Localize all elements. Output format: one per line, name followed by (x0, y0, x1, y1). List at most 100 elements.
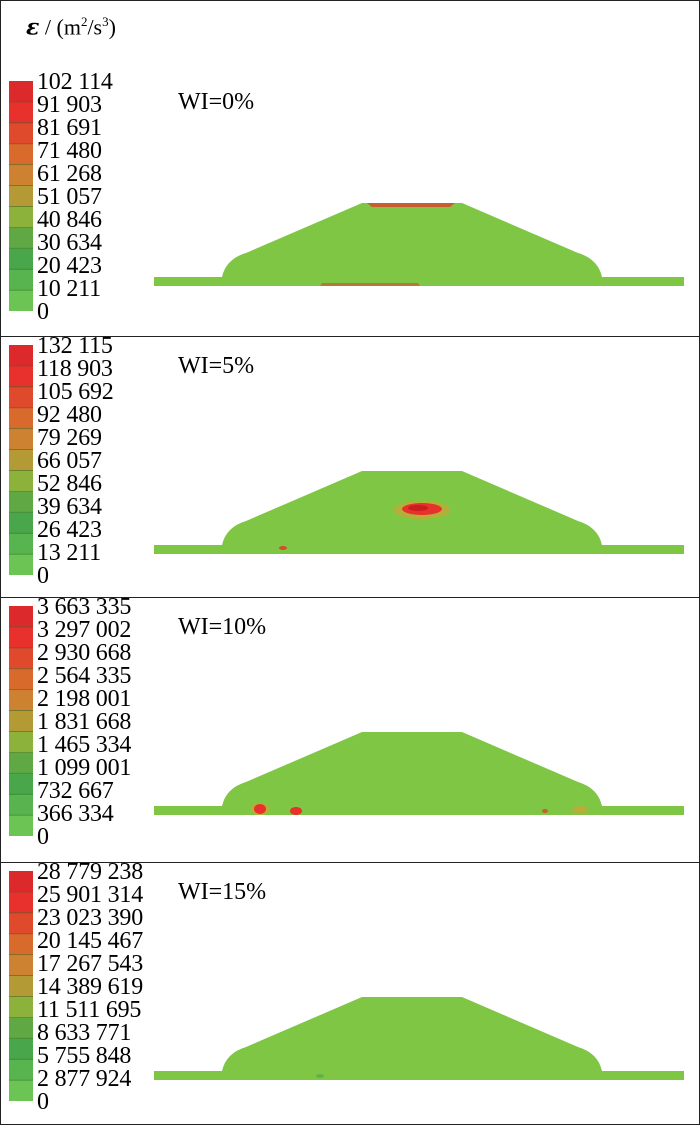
tick-label: 1 465 334 (37, 732, 132, 758)
dam-contour (154, 997, 684, 1080)
colorbar-segment (9, 731, 33, 753)
tick-label: 3 663 335 (37, 594, 132, 620)
colorbar-ticks: 3 663 335 3 297 002 2 930 668 2 564 335 … (37, 594, 132, 850)
colorbar-segment (9, 933, 33, 956)
colorbar-segment (9, 227, 33, 249)
colorbar-segment (9, 248, 33, 270)
panel-wi-5: 132 115 118 903 105 692 92 480 79 269 66… (0, 333, 700, 605)
colorbar-segment (9, 81, 33, 103)
tick-label: 71 480 (37, 138, 102, 164)
tick-label: 81 691 (37, 115, 102, 141)
tick-label: 66 057 (37, 448, 102, 474)
tick-label: 118 903 (37, 356, 113, 382)
wi-label: WI=5% (178, 353, 255, 379)
colorbar-segment (9, 554, 33, 575)
colorbar-segment (9, 954, 33, 977)
units-prefix: / (m (39, 14, 81, 40)
colorbar-segment (9, 206, 33, 228)
tick-label: 26 423 (37, 517, 102, 543)
tick-label: 132 115 (37, 333, 113, 359)
colorbar-segment (9, 407, 33, 430)
colorbar (9, 606, 33, 836)
tick-label: 20 423 (37, 253, 102, 279)
tick-label: 14 389 619 (37, 974, 144, 1000)
colorbar-segment (9, 815, 33, 836)
colorbar-segment (9, 1080, 33, 1101)
colorbar-segment (9, 470, 33, 492)
colorbar (9, 81, 33, 311)
tick-label: 11 511 695 (37, 997, 142, 1023)
colorbar-segment (9, 1017, 33, 1039)
dam-contour (154, 203, 684, 286)
units-exponent-3: 3 (102, 14, 109, 29)
colorbar-segment (9, 101, 33, 124)
colorbar-segment (9, 975, 33, 997)
colorbar-ticks: 132 115 118 903 105 692 92 480 79 269 66… (37, 333, 114, 589)
colorbar-segment (9, 689, 33, 712)
colorbar-segment (9, 428, 33, 451)
panel-wi-0: 102 114 91 903 81 691 71 480 61 268 51 0… (0, 70, 700, 341)
dam-contour (154, 471, 684, 554)
tick-label: 10 211 (37, 276, 101, 302)
tick-label: 23 023 390 (37, 905, 144, 931)
wi-label: WI=10% (178, 614, 267, 640)
colorbar-segment (9, 668, 33, 691)
tick-label: 2 930 668 (37, 640, 132, 666)
colorbar-segment (9, 647, 33, 670)
colorbar-segment (9, 912, 33, 935)
tick-label: 2 564 335 (37, 663, 132, 689)
colorbar-segment (9, 164, 33, 187)
tick-label: 5 755 848 (37, 1043, 132, 1069)
tick-label: 28 779 238 (37, 859, 144, 885)
colorbar-segment (9, 122, 33, 145)
colorbar-segment (9, 891, 33, 914)
tick-label: 8 633 771 (37, 1020, 132, 1046)
colorbar-segment (9, 752, 33, 774)
tick-label: 52 846 (37, 471, 102, 497)
colorbar-segment (9, 794, 33, 816)
tick-label: 3 297 002 (37, 617, 132, 643)
tick-label: 0 (37, 299, 49, 325)
tick-label: 0 (37, 1089, 49, 1115)
tick-label: 40 846 (37, 207, 102, 233)
colorbar-segment (9, 1059, 33, 1081)
tick-label: 0 (37, 824, 49, 850)
tick-label: 51 057 (37, 184, 102, 210)
colorbar (9, 345, 33, 575)
units-suffix: ) (108, 14, 116, 40)
colorbar-segment (9, 1038, 33, 1060)
colorbar-segment (9, 626, 33, 649)
colorbar-segment (9, 269, 33, 291)
epsilon-symbol: ε (26, 14, 40, 41)
tick-label: 732 667 (37, 778, 114, 804)
colorbar-segment (9, 996, 33, 1018)
tick-label: 20 145 467 (37, 928, 144, 954)
tick-label: 2 198 001 (37, 686, 132, 712)
tick-label: 61 268 (37, 161, 102, 187)
tick-label: 91 903 (37, 92, 102, 118)
colorbar (9, 871, 33, 1101)
wi-label: WI=0% (178, 89, 255, 115)
tick-label: 92 480 (37, 402, 102, 428)
colorbar-segment (9, 143, 33, 166)
colorbar-segment (9, 512, 33, 534)
tick-label: 2 877 924 (37, 1066, 132, 1092)
panel-wi-10: 3 663 335 3 297 002 2 930 668 2 564 335 … (0, 594, 700, 866)
wi-label: WI=15% (178, 879, 267, 905)
colorbar-segment (9, 449, 33, 471)
colorbar-segment (9, 606, 33, 628)
tick-label: 105 692 (37, 379, 114, 405)
tick-label: 13 211 (37, 540, 101, 566)
tick-label: 30 634 (37, 230, 102, 256)
colorbar-segment (9, 533, 33, 555)
tick-label: 79 269 (37, 425, 102, 451)
tick-label: 0 (37, 563, 49, 589)
tick-label: 1 831 668 (37, 709, 132, 735)
colorbar-segment (9, 365, 33, 388)
panel-wi-15: 28 779 238 25 901 314 23 023 390 20 145 … (0, 859, 700, 1131)
tick-label: 366 334 (37, 801, 114, 827)
dam-contour (154, 732, 684, 815)
colorbar-segment (9, 290, 33, 311)
colorbar-segment (9, 345, 33, 367)
colorbar-segment (9, 491, 33, 513)
